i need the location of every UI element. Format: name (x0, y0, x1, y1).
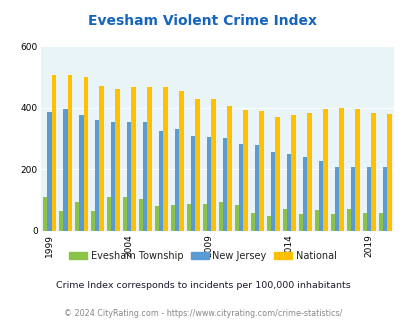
Bar (91, 211, 95, 231)
Bar (67, 75, 72, 231)
Bar (63, 109, 67, 231)
Bar (154, 206, 159, 231)
Bar (234, 205, 239, 231)
Bar (282, 209, 286, 231)
Bar (370, 113, 375, 231)
Bar (75, 202, 79, 231)
Bar (59, 211, 63, 231)
Bar (131, 87, 135, 231)
Bar (191, 136, 195, 231)
Bar (354, 109, 359, 231)
Bar (95, 119, 99, 231)
Bar (99, 86, 104, 231)
Bar (127, 122, 131, 231)
Bar (307, 113, 311, 231)
Bar (298, 214, 302, 231)
Bar (330, 214, 334, 231)
Bar (366, 167, 370, 231)
Bar (290, 115, 295, 231)
Bar (222, 138, 227, 231)
Bar (243, 110, 247, 231)
Bar (286, 154, 290, 231)
Text: Crime Index corresponds to incidents per 100,000 inhabitants: Crime Index corresponds to incidents per… (55, 281, 350, 290)
Bar (143, 122, 147, 231)
Bar (382, 167, 386, 231)
Bar (111, 122, 115, 231)
Bar (254, 145, 259, 231)
Bar (259, 112, 263, 231)
Bar (334, 167, 339, 231)
Bar (115, 89, 119, 231)
Bar (239, 144, 243, 231)
Bar (346, 209, 350, 231)
Text: Evesham Violent Crime Index: Evesham Violent Crime Index (88, 15, 317, 28)
Bar (147, 87, 151, 231)
Bar (362, 213, 366, 231)
Bar (51, 75, 56, 231)
Bar (275, 117, 279, 231)
Bar (123, 197, 127, 231)
Bar (159, 131, 163, 231)
Bar (218, 202, 222, 231)
Bar (202, 204, 207, 231)
Bar (83, 77, 87, 231)
Bar (79, 115, 83, 231)
Bar (266, 215, 270, 231)
Bar (270, 151, 275, 231)
Bar (107, 197, 111, 231)
Bar (350, 167, 354, 231)
Bar (377, 213, 382, 231)
Bar (302, 157, 307, 231)
Bar (139, 199, 143, 231)
Bar (171, 205, 175, 231)
Bar (318, 161, 322, 231)
Bar (339, 108, 343, 231)
Bar (207, 137, 211, 231)
Bar (175, 129, 179, 231)
Bar (163, 87, 167, 231)
Bar (322, 109, 327, 231)
Bar (186, 204, 191, 231)
Bar (314, 210, 318, 231)
Bar (47, 113, 51, 231)
Bar (227, 106, 231, 231)
Bar (179, 91, 183, 231)
Bar (386, 114, 390, 231)
Text: © 2024 CityRating.com - https://www.cityrating.com/crime-statistics/: © 2024 CityRating.com - https://www.city… (64, 309, 341, 318)
Bar (195, 99, 199, 231)
Bar (43, 197, 47, 231)
Bar (250, 213, 254, 231)
Bar (211, 99, 215, 231)
Legend: Evesham Township, New Jersey, National: Evesham Township, New Jersey, National (65, 248, 340, 265)
